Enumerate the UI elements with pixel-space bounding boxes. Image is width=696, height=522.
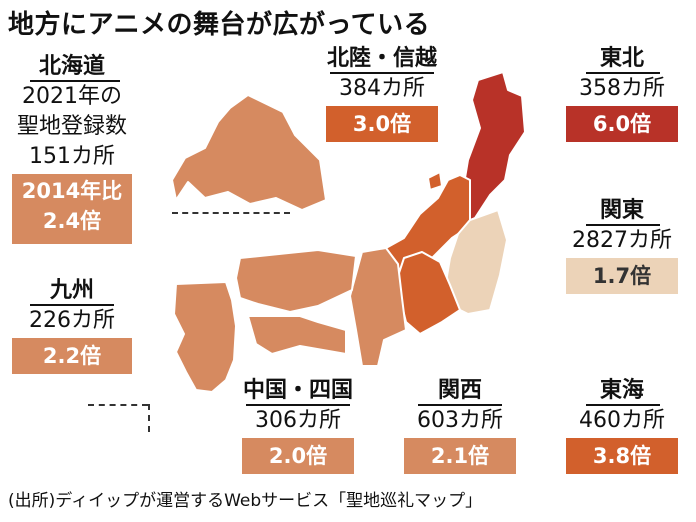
- map-region-chugoku: [235, 249, 357, 313]
- region-label-tohoku: 東北 358カ所 6.0倍: [560, 44, 684, 142]
- region-intro-1: 2021年の: [22, 84, 122, 109]
- region-count: 151カ所: [29, 144, 115, 169]
- region-name: 北陸・信越: [326, 46, 437, 71]
- region-label-kyushu: 九州 226カ所 2.2倍: [6, 276, 138, 374]
- leader-line-hokkaido: [172, 212, 290, 214]
- map-region-kansai: [349, 247, 407, 367]
- map-region-kyushu: [173, 281, 237, 393]
- ratio-badge: 2014年比 2.4倍: [12, 174, 132, 244]
- region-count: 2827カ所: [572, 228, 672, 253]
- region-name: 関西: [437, 378, 482, 403]
- region-count: 384カ所: [339, 76, 425, 101]
- leader-line-okinawa: [88, 404, 148, 406]
- heading-underline: [30, 80, 120, 82]
- region-count: 460カ所: [579, 408, 665, 433]
- chart-title: 地方にアニメの舞台が広がっている: [8, 10, 431, 40]
- region-count: 226カ所: [29, 308, 115, 333]
- heading-underline: [330, 72, 434, 74]
- region-name: 東海: [599, 378, 644, 403]
- ratio-badge: 2.0倍: [242, 438, 354, 474]
- region-label-kanto: 関東 2827カ所 1.7倍: [560, 196, 684, 294]
- map-island-sado: [427, 171, 443, 191]
- heading-underline: [586, 404, 660, 406]
- region-name: 九州: [49, 278, 94, 303]
- region-intro-2: 聖地登録数: [16, 114, 127, 139]
- region-name: 北海道: [38, 54, 105, 79]
- region-name: 関東: [599, 198, 644, 223]
- region-name: 中国・四国: [242, 378, 353, 403]
- region-label-hokkaido: 北海道 2021年の 聖地登録数 151カ所 2014年比 2.4倍: [6, 52, 138, 244]
- ratio-badge: 2.2倍: [12, 338, 132, 374]
- heading-underline: [418, 404, 502, 406]
- region-count: 358カ所: [579, 76, 665, 101]
- leader-line-okinawa-vertical: [148, 404, 150, 432]
- ratio-badge: 1.7倍: [566, 258, 678, 294]
- region-label-hokuriku: 北陸・信越 384カ所 3.0倍: [320, 44, 444, 142]
- map-region-shikoku: [247, 315, 347, 355]
- ratio-badge: 2.1倍: [404, 438, 516, 474]
- ratio-badge: 6.0倍: [566, 106, 678, 142]
- source-note: (出所)ディイップが運営するWebサービス「聖地巡礼マップ」: [8, 491, 483, 511]
- heading-underline: [246, 404, 350, 406]
- map-region-kanto: [445, 209, 508, 315]
- region-label-tokai: 東海 460カ所 3.8倍: [560, 376, 684, 474]
- ratio-badge: 3.0倍: [326, 106, 438, 142]
- map-region-tohoku: [459, 71, 526, 227]
- region-count: 603カ所: [417, 408, 503, 433]
- region-count: 306カ所: [255, 408, 341, 433]
- region-label-kansai: 関西 603カ所 2.1倍: [398, 376, 522, 474]
- heading-underline: [30, 304, 114, 306]
- region-name: 東北: [599, 46, 644, 71]
- map-region-hokkaido: [171, 94, 327, 211]
- heading-underline: [586, 224, 660, 226]
- heading-underline: [586, 72, 660, 74]
- region-label-chugoku-shikoku: 中国・四国 306カ所 2.0倍: [236, 376, 360, 474]
- ratio-badge: 3.8倍: [566, 438, 678, 474]
